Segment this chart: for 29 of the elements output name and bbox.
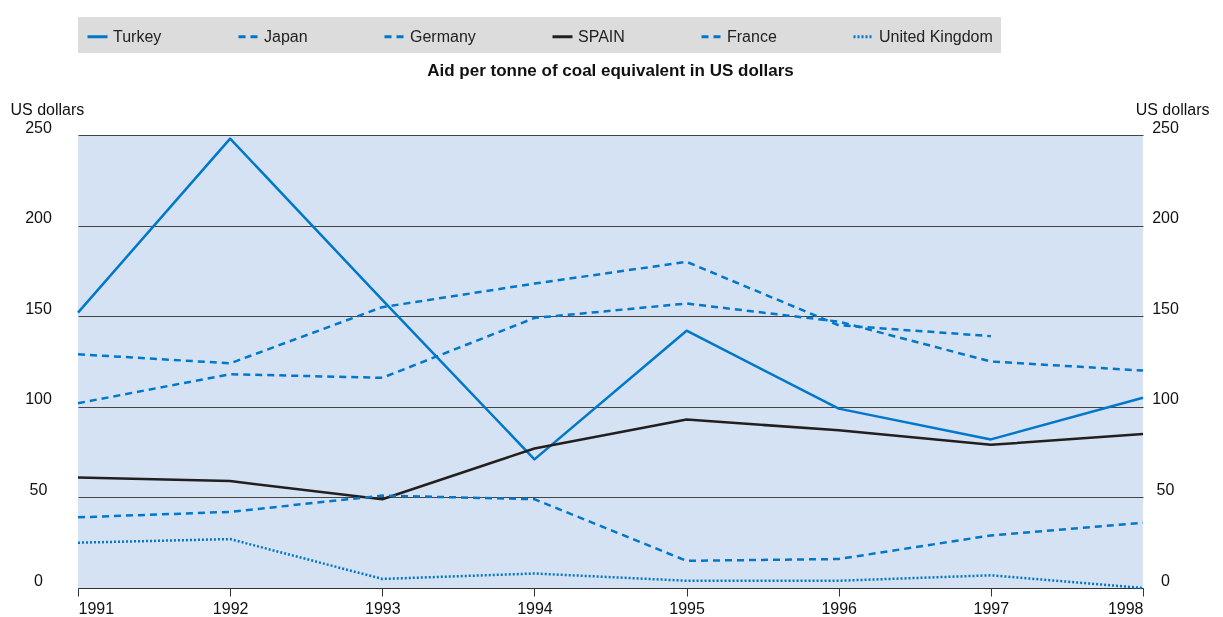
y2-axis-title: US dollars — [1135, 100, 1210, 118]
y2-tick-label: 0 — [1161, 571, 1171, 589]
y-tick-label: 150 — [25, 299, 52, 317]
legend-label: SPAIN — [578, 27, 625, 45]
legend-label: Japan — [264, 27, 308, 45]
legend-label: Germany — [410, 27, 476, 45]
x-tick-label: 1997 — [973, 599, 1010, 617]
x-tick-label: 1996 — [821, 599, 858, 617]
legend-label: France — [727, 27, 777, 45]
y2-tick-label: 200 — [1152, 209, 1179, 227]
y-tick-label: 0 — [34, 571, 44, 589]
x-tick-label: 1993 — [364, 599, 401, 617]
x-tick-label: 1991 — [78, 599, 115, 617]
legend-label: United Kingdom — [879, 27, 993, 45]
y-tick-label: 200 — [25, 209, 52, 227]
legend-label: Turkey — [113, 27, 162, 45]
x-tick-label: 1998 — [1107, 599, 1144, 617]
y-tick-label: 250 — [25, 118, 52, 136]
y2-tick-label: 50 — [1156, 480, 1175, 498]
x-tick-label: 1992 — [212, 599, 249, 617]
y2-tick-label: 150 — [1152, 299, 1179, 317]
chart-title: Aid per tonne of coal equivalent in US dollars — [427, 61, 794, 80]
y2-tick-label: 100 — [1152, 390, 1179, 408]
y-tick-label: 100 — [25, 390, 52, 408]
y-axis-title: US dollars — [10, 100, 85, 118]
y-tick-label: 50 — [29, 480, 48, 498]
x-tick-label: 1994 — [517, 599, 553, 617]
x-tick-label: 1995 — [669, 599, 705, 617]
y2-tick-label: 250 — [1152, 118, 1179, 136]
